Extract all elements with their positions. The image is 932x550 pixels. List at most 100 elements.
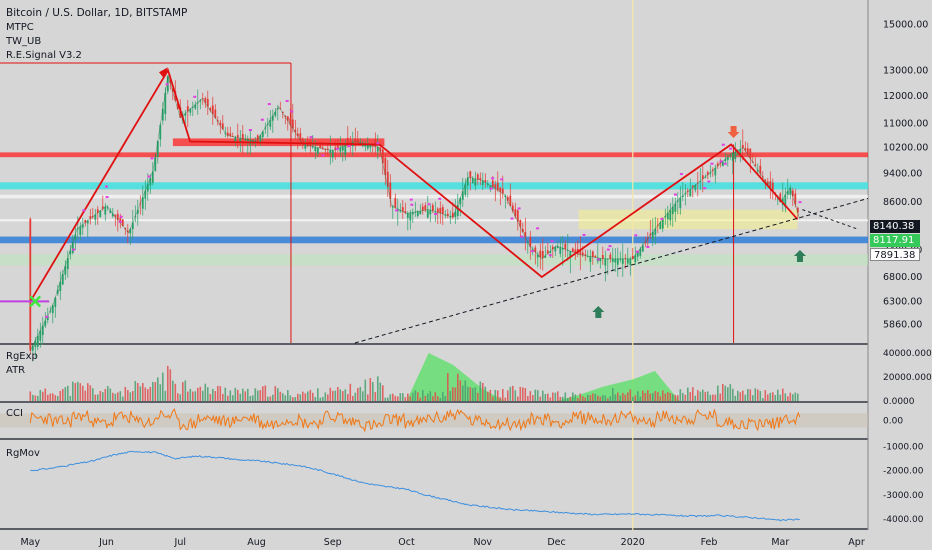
candle-body xyxy=(149,177,152,186)
candle-body xyxy=(721,161,724,167)
candle-body xyxy=(99,210,102,218)
candle-body xyxy=(601,255,604,259)
candle-body xyxy=(194,104,197,109)
candle-body xyxy=(756,169,759,172)
candle-body xyxy=(769,181,772,188)
volume-bar xyxy=(654,391,657,401)
candle-body xyxy=(39,330,42,341)
signal-dot xyxy=(248,129,252,132)
pane-cci-label[interactable]: CCI xyxy=(6,408,23,419)
volume-bar xyxy=(326,394,329,401)
candle-body xyxy=(321,147,324,149)
volume-bar xyxy=(479,381,482,401)
candle-body xyxy=(389,182,392,199)
arrow-stem xyxy=(595,312,602,318)
price-tick-label: 10200.00 xyxy=(883,143,928,154)
volume-bar xyxy=(631,396,634,401)
candle-body xyxy=(294,129,297,133)
volume-bar xyxy=(104,388,107,401)
volume-bar xyxy=(589,395,592,401)
volume-bar xyxy=(166,365,169,401)
volume-bar xyxy=(351,395,354,401)
indicator-tw-ub[interactable]: TW_UB xyxy=(6,36,42,47)
candle-body xyxy=(506,197,509,201)
volume-bar xyxy=(399,393,402,401)
candle-body xyxy=(219,122,222,126)
volume-bar xyxy=(59,390,62,401)
volume-bar xyxy=(134,380,137,401)
candle-body xyxy=(64,266,67,275)
candle-body xyxy=(641,245,644,252)
volume-bar xyxy=(141,383,144,401)
volume-bar xyxy=(381,385,384,401)
candle-body xyxy=(726,156,729,161)
volume-bar xyxy=(726,387,729,401)
volume-bar xyxy=(99,391,102,401)
volume-bar xyxy=(466,386,469,401)
signal-dot xyxy=(721,143,725,146)
volume-bar xyxy=(761,398,764,401)
candle-body xyxy=(126,230,129,233)
price-tick-label: 6300.00 xyxy=(883,296,922,307)
pane-rgmov-label[interactable]: RgMov xyxy=(6,448,40,459)
candle-body xyxy=(429,210,432,215)
candle-body xyxy=(406,213,409,218)
signal-dot xyxy=(290,110,294,113)
signal-dot xyxy=(719,160,723,163)
x-tick-label: Apr xyxy=(848,537,865,548)
candle-body xyxy=(341,146,344,151)
volume-bar xyxy=(796,393,799,401)
candle-body xyxy=(41,325,44,336)
volume-bar xyxy=(666,392,669,401)
candle-body xyxy=(554,246,557,252)
signal-dot xyxy=(634,234,638,237)
candle-body xyxy=(441,207,444,215)
volume-bar xyxy=(704,391,707,401)
volume-bar xyxy=(309,389,312,401)
volume-bar xyxy=(541,390,544,401)
candle-body xyxy=(366,144,369,149)
candle-body xyxy=(481,180,484,185)
volume-bar xyxy=(196,387,199,401)
volume-bar xyxy=(109,388,112,401)
volume-bar xyxy=(744,394,747,401)
volume-bar xyxy=(579,393,582,401)
candle-body xyxy=(86,220,89,224)
volume-bar xyxy=(621,392,624,401)
volume-bar xyxy=(386,397,389,401)
volume-bar xyxy=(706,391,709,401)
pane-atr-label[interactable]: ATR xyxy=(6,365,26,376)
volume-bar xyxy=(451,387,454,401)
volume-bar xyxy=(486,391,489,401)
signal-dot xyxy=(517,207,521,210)
candle-body xyxy=(74,234,77,240)
volume-bar xyxy=(86,383,89,401)
candle-body xyxy=(299,133,302,140)
volume-bar xyxy=(709,394,712,401)
indicator-mtpc[interactable]: MTPC xyxy=(6,22,34,33)
candle-body xyxy=(311,146,314,148)
price-tick-label: 9400.00 xyxy=(883,169,922,180)
volume-bar xyxy=(401,393,404,401)
pane-rgexp-label[interactable]: RgExp xyxy=(6,351,38,362)
candle-body xyxy=(749,148,752,159)
volume-bar xyxy=(649,393,652,401)
volume-bar xyxy=(724,385,727,401)
volume-bar xyxy=(484,386,487,401)
candle-body xyxy=(244,139,247,141)
x-tick-label: Feb xyxy=(701,537,718,548)
volume-bar xyxy=(274,386,277,401)
candle-body xyxy=(611,258,614,262)
projection-line xyxy=(802,209,859,230)
indicator-re-signal[interactable]: R.E.Signal V3.2 xyxy=(6,50,82,61)
cci-tick-label: 0.00 xyxy=(883,417,903,427)
candle-body xyxy=(161,108,164,121)
volume-bar xyxy=(224,387,227,401)
volume-bar xyxy=(76,381,79,401)
candle-body xyxy=(701,175,704,179)
candle-body xyxy=(44,320,47,327)
candle-body xyxy=(89,216,92,219)
volume-bar xyxy=(421,390,424,401)
volume-bar xyxy=(426,393,429,401)
